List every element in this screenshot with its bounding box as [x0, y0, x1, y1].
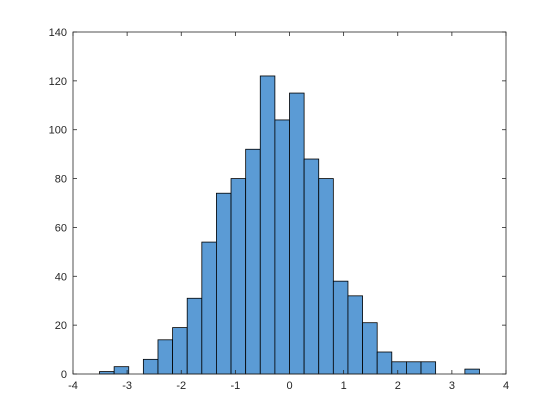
histogram-bar-4 [157, 339, 173, 375]
histogram-bar-8 [216, 192, 232, 375]
x-tick-label: 2 [395, 380, 401, 392]
y-tick-label: 0 [61, 369, 67, 381]
y-tick-label: 40 [55, 271, 67, 283]
bars-group [99, 75, 480, 375]
y-tick-label: 100 [49, 125, 67, 137]
y-tick-label: 120 [49, 76, 67, 88]
histogram-bar-6 [186, 297, 203, 375]
x-tick-label: -4 [68, 380, 78, 392]
histogram-bar-12 [274, 119, 290, 375]
histogram-bar-16 [332, 280, 349, 375]
histogram-bar-25 [464, 368, 480, 375]
x-tick-label: 0 [286, 380, 292, 392]
histogram-bar-22 [420, 361, 437, 375]
histogram-bar-5 [172, 327, 188, 375]
y-tick-label: 140 [49, 27, 67, 39]
x-tick-label: -3 [122, 380, 132, 392]
y-tick-label: 20 [55, 320, 67, 332]
x-tick-label: 1 [341, 380, 347, 392]
histogram-bar-19 [376, 351, 393, 375]
y-tick-label: 60 [55, 222, 67, 234]
histogram-bar-20 [391, 361, 407, 375]
y-axis-ticks: 0 20 40 60 80 100 120 140 [49, 27, 506, 381]
histogram-bar-9 [230, 178, 247, 375]
histogram-bar-18 [362, 322, 378, 375]
x-axis-ticks: -4 -3 -2 -1 0 1 2 3 4 [68, 32, 509, 392]
histogram-bar-14 [303, 158, 320, 375]
histogram-bar-11 [259, 75, 276, 375]
x-tick-label: 3 [449, 380, 455, 392]
histogram-bar-15 [318, 178, 334, 375]
x-tick-label: 4 [503, 380, 509, 392]
histogram-bar-7 [201, 241, 217, 375]
y-tick-label: 80 [55, 174, 67, 186]
histogram-bar-3 [142, 358, 159, 375]
histogram-bar-1 [113, 366, 130, 375]
x-tick-label: -2 [176, 380, 186, 392]
histogram-bar-21 [406, 361, 422, 375]
x-tick-label: -1 [230, 380, 240, 392]
histogram-bar-17 [347, 295, 363, 375]
histogram-bar-10 [245, 148, 261, 375]
histogram-bar-13 [289, 92, 305, 375]
